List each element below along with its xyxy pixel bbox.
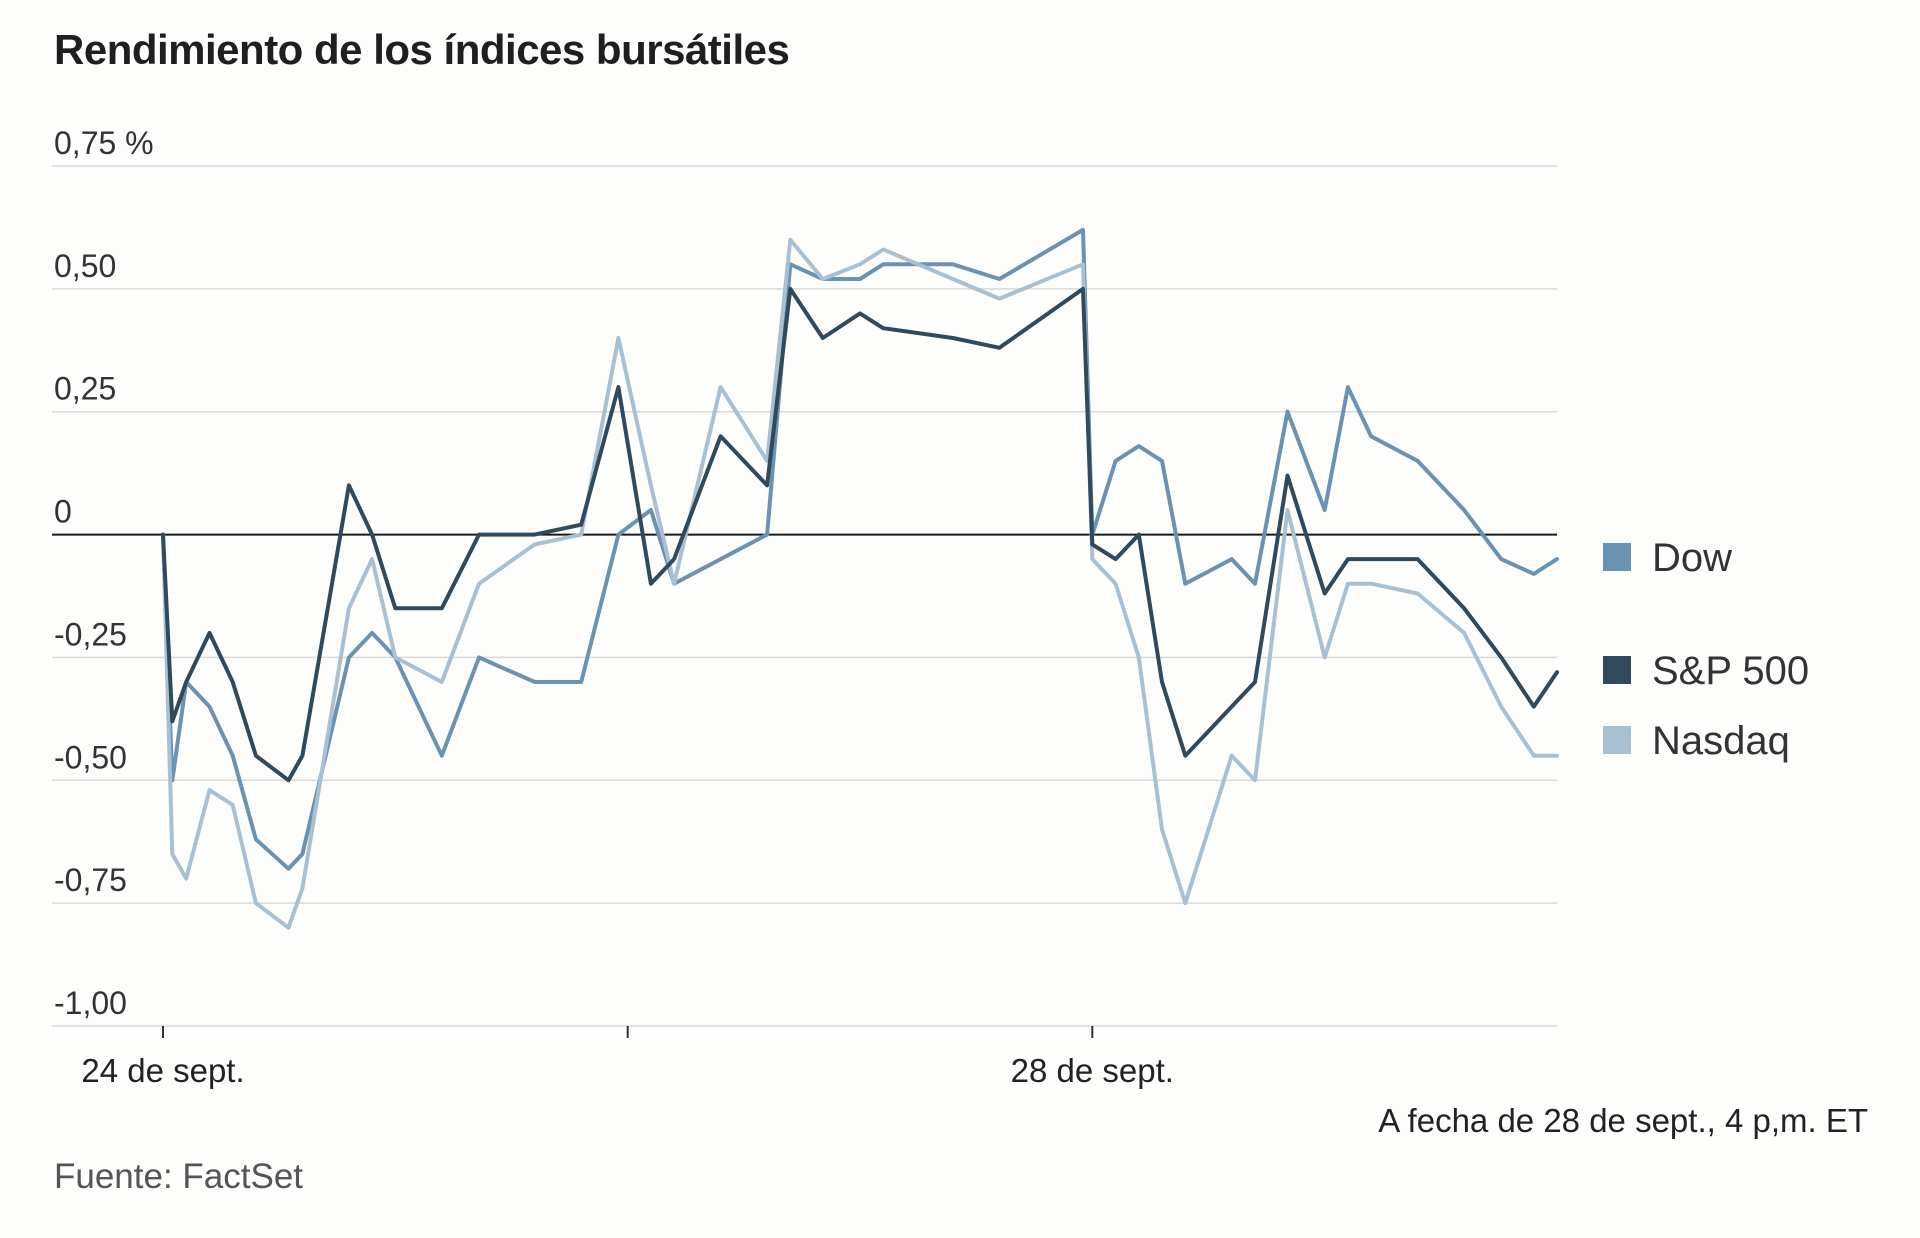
series-line-s-p-500 [161, 286, 1559, 783]
legend-label: S&P 500 [1652, 649, 1809, 693]
grid-lines [52, 165, 1557, 1027]
legend-swatch [1603, 656, 1631, 684]
x-tick-label: 24 de sept. [81, 1052, 244, 1089]
series-line-dow [161, 227, 1559, 871]
y-tick-label: 0 [54, 494, 72, 530]
y-tick-label: 0,50 [54, 248, 116, 284]
y-tick-label: -0,75 [54, 862, 127, 898]
chart-title: Rendimiento de los índices bursátiles [54, 26, 790, 73]
x-axis-ticks: 24 de sept. 28 de sept. [81, 1026, 1174, 1089]
x-tick-label: 28 de sept. [1011, 1052, 1174, 1089]
y-tick-label: 0,25 [54, 371, 116, 407]
date-note: A fecha de 28 de sept., 4 p,m. ET [1378, 1102, 1868, 1139]
y-tick-label: -0,50 [54, 739, 127, 775]
y-tick-label: 0,75 % [54, 125, 154, 161]
legend-swatch [1603, 543, 1631, 571]
legend: Dow S&P 500 Nasdaq [1603, 536, 1809, 763]
series-lines [161, 227, 1559, 930]
y-tick-label: -0,25 [54, 616, 127, 652]
legend-swatch [1603, 726, 1631, 754]
y-axis-ticks: 0,75 % 0,50 0,25 0 -0,25 -0,50 -0,75 -1,00 [54, 125, 154, 1021]
legend-label: Nasdaq [1652, 719, 1790, 763]
series-line-nasdaq [161, 237, 1559, 930]
y-tick-label: -1,00 [54, 985, 127, 1021]
legend-label: Dow [1652, 536, 1732, 580]
source-note: Fuente: FactSet [54, 1157, 304, 1196]
